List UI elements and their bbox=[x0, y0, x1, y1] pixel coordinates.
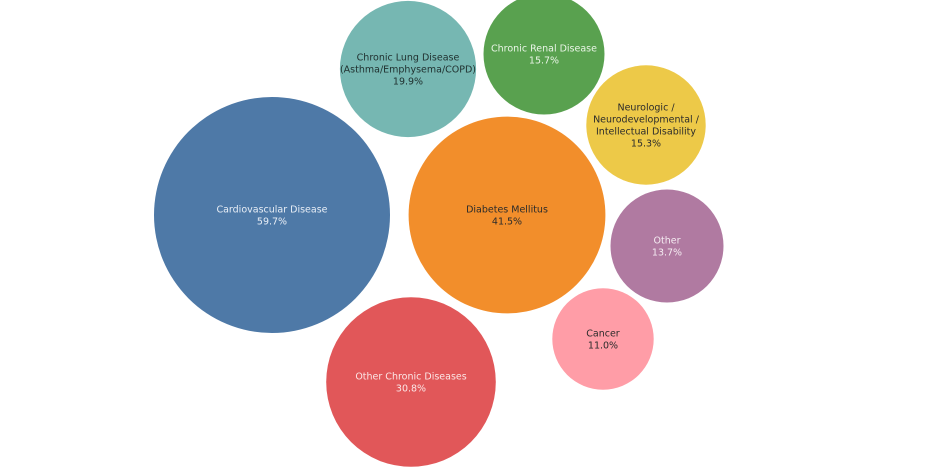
bubble-circle[interactable] bbox=[552, 288, 654, 390]
bubble-category-label: Other Chronic Diseases bbox=[355, 372, 466, 383]
bubble-chronic-lung-disease-asthma-emphysema-copd[interactable]: Chronic Lung Disease(Asthma/Emphysema/CO… bbox=[339, 0, 477, 138]
bubble-circle[interactable] bbox=[339, 0, 477, 138]
bubble-circle[interactable] bbox=[610, 189, 724, 303]
bubble-category-label: Neurologic / bbox=[617, 103, 675, 114]
bubble-value-label: 13.7% bbox=[652, 248, 682, 259]
bubble-value-label: 15.3% bbox=[631, 139, 661, 150]
bubble-category-label: Neurodevelopmental / bbox=[593, 115, 700, 126]
bubble-category-label: (Asthma/Emphysema/COPD) bbox=[340, 65, 476, 76]
bubble-category-label: Chronic Renal Disease bbox=[491, 44, 597, 55]
bubble-circle[interactable] bbox=[326, 297, 496, 467]
bubble-circle[interactable] bbox=[483, 0, 605, 115]
bubble-value-label: 15.7% bbox=[529, 56, 559, 67]
bubble-value-label: 30.8% bbox=[396, 384, 426, 395]
bubble-circle[interactable] bbox=[154, 97, 390, 333]
bubble-category-label: Other bbox=[654, 236, 681, 247]
bubble-circle[interactable] bbox=[586, 65, 706, 185]
bubble-value-label: 11.0% bbox=[588, 341, 618, 352]
bubble-value-label: 41.5% bbox=[492, 217, 522, 228]
bubble-category-label: Cancer bbox=[586, 329, 620, 340]
bubble-category-label: Intellectual Disability bbox=[596, 127, 696, 138]
bubble-value-label: 19.9% bbox=[393, 77, 423, 88]
bubble-neurologic-neurodevelopmental-intellectual-disability[interactable]: Neurologic /Neurodevelopmental /Intellec… bbox=[586, 65, 706, 185]
bubble-value-label: 59.7% bbox=[257, 217, 287, 228]
bubble-category-label: Diabetes Mellitus bbox=[466, 205, 548, 216]
bubble-category-label: Chronic Lung Disease bbox=[357, 53, 460, 64]
bubble-circle[interactable] bbox=[408, 116, 606, 314]
bubble-category-label: Cardiovascular Disease bbox=[216, 205, 327, 216]
